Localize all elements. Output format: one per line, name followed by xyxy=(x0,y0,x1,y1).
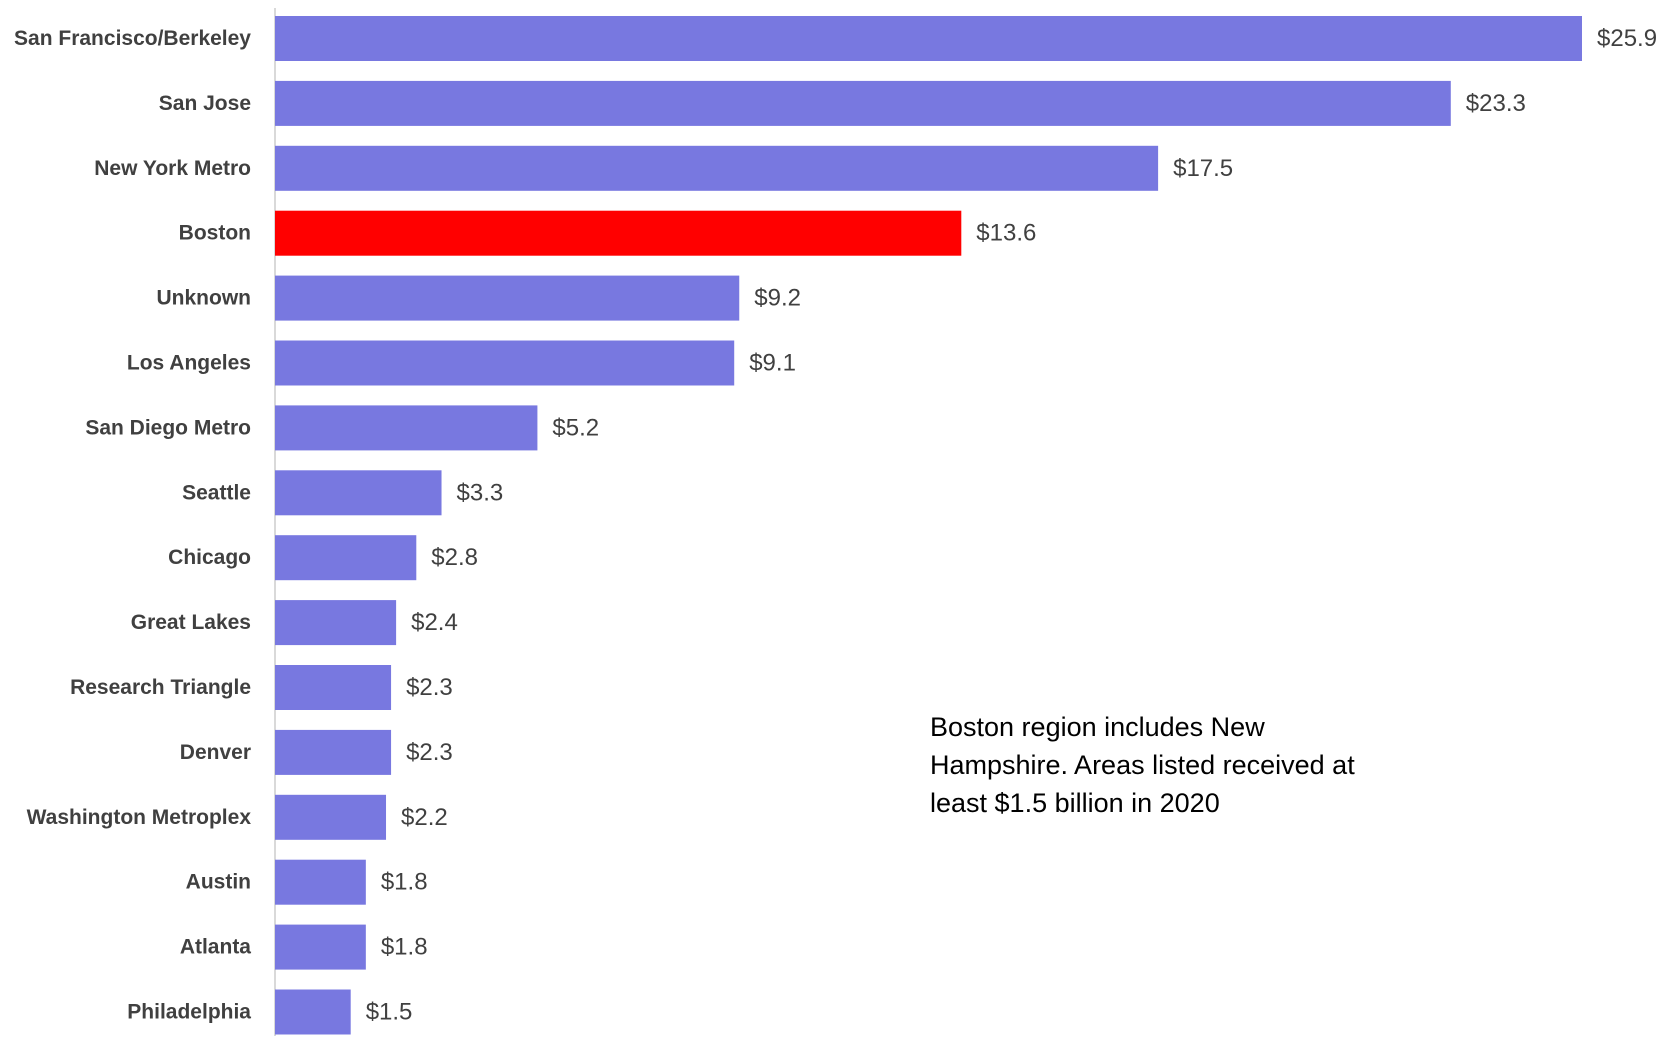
bar-austin xyxy=(275,859,366,905)
category-label-san-diego-metro: San Diego Metro xyxy=(85,416,251,439)
value-label-washington-metroplex: $2.2 xyxy=(401,804,448,831)
bar-great-lakes xyxy=(275,600,397,646)
value-label-austin: $1.8 xyxy=(381,869,428,896)
value-label-atlanta: $1.8 xyxy=(381,934,428,961)
category-label-denver: Denver xyxy=(180,741,251,764)
value-label-san-diego-metro: $5.2 xyxy=(552,414,599,441)
bar-san-diego-metro xyxy=(275,405,538,451)
value-label-great-lakes: $2.4 xyxy=(411,609,458,636)
value-label-san-jose: $23.3 xyxy=(1466,90,1526,117)
bar-washington-metroplex xyxy=(275,794,387,840)
bar-san-francisco-berkeley xyxy=(275,16,1582,61)
bar-new-york-metro xyxy=(275,145,1159,191)
chart-annotation: Boston region includes New Hampshire. Ar… xyxy=(930,712,1355,818)
category-label-san-jose: San Jose xyxy=(159,92,251,115)
value-label-seattle: $3.3 xyxy=(457,479,504,506)
category-label-seattle: Seattle xyxy=(182,481,251,504)
value-label-unknown: $9.2 xyxy=(754,285,801,312)
category-label-unknown: Unknown xyxy=(157,287,252,310)
bar-research-triangle xyxy=(275,665,392,710)
bar-seattle xyxy=(275,470,442,516)
value-label-boston: $13.6 xyxy=(976,220,1036,247)
category-label-boston: Boston xyxy=(179,222,251,245)
bar-denver xyxy=(275,729,392,775)
value-label-los-angeles: $9.1 xyxy=(749,350,796,377)
bar-unknown xyxy=(275,275,740,321)
value-label-chicago: $2.8 xyxy=(431,544,478,571)
bar-los-angeles xyxy=(275,340,735,386)
value-labels: $25.9 $23.3 $17.5 $13.6 $9.2 $9.1 $5.2 $3.3 $2.8… xyxy=(366,25,1657,1026)
category-label-los-angeles: Los Angeles xyxy=(127,352,251,375)
value-label-research-triangle: $2.3 xyxy=(406,674,453,701)
category-label-atlanta: Atlanta xyxy=(180,936,251,959)
category-label-philadelphia: Philadelphia xyxy=(127,1001,251,1024)
category-labels: San Francisco/Berkeley San Jose New York M… xyxy=(14,27,251,1024)
bar-atlanta xyxy=(275,924,366,970)
category-label-research-triangle: Research Triangle xyxy=(70,676,251,699)
category-label-new-york-metro: New York Metro xyxy=(94,157,251,180)
bars-group xyxy=(275,16,1582,1035)
category-label-great-lakes: Great Lakes xyxy=(131,611,251,634)
value-label-denver: $2.3 xyxy=(406,739,453,766)
category-label-san-francisco-berkeley: San Francisco/Berkeley xyxy=(14,27,251,50)
value-label-san-francisco-berkeley: $25.9 xyxy=(1597,25,1657,52)
bar-boston xyxy=(275,210,962,256)
value-label-philadelphia: $1.5 xyxy=(366,999,413,1026)
bar-philadelphia xyxy=(275,989,351,1035)
bar-san-jose xyxy=(275,80,1451,126)
value-label-new-york-metro: $17.5 xyxy=(1173,155,1233,182)
bar-chicago xyxy=(275,535,417,581)
category-label-austin: Austin xyxy=(186,871,251,894)
category-label-chicago: Chicago xyxy=(168,546,251,569)
category-label-washington-metroplex: Washington Metroplex xyxy=(27,806,252,829)
